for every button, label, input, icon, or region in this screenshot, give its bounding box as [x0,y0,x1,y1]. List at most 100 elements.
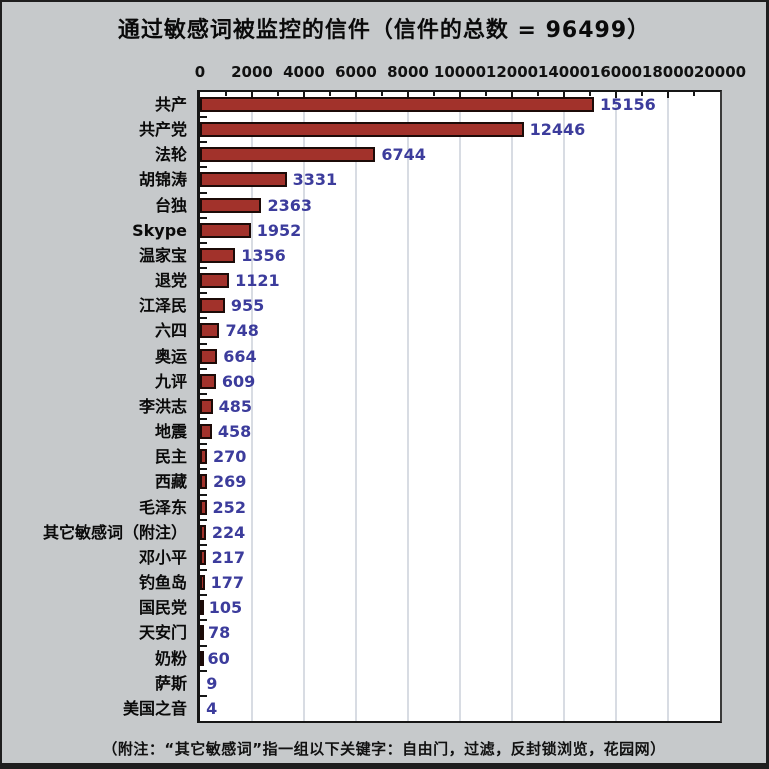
x-axis-tick [381,92,383,96]
bar-value-label: 748 [225,321,259,341]
bar [200,524,206,540]
bar [200,197,261,213]
x-axis-tick [615,92,617,98]
y-axis-category-labels: 共产 共产党 法轮 胡锦涛 台独 Skype 温家宝 退党 江泽民 六四 奥运 九评 李洪志 地震 民主 西藏… [2,92,193,721]
bar-value-label: 4 [206,698,218,718]
x-tick-label: 8000 [387,63,429,81]
category-label: 温家宝 [138,245,187,265]
category-label: 奶粉 [154,648,187,668]
y-axis-tick [200,468,207,471]
gridline [667,92,669,721]
y-axis-tick [200,141,207,144]
category-label: 胡锦涛 [138,170,187,190]
bar-value-label: 224 [211,522,246,542]
x-axis-tick [329,92,331,96]
y-axis-tick [200,418,207,421]
bar-value-label: 664 [223,346,257,366]
x-axis-tick [641,92,643,96]
y-axis-tick [200,694,207,697]
bar-value-label: 955 [230,296,265,316]
bar-value-label: 252 [212,497,246,517]
bar [200,575,205,591]
bar-value-label: 1356 [241,245,286,265]
x-axis-tick [563,92,565,98]
y-axis-tick [200,241,207,244]
bar-value-label: 1121 [235,271,280,291]
y-axis-tick [200,569,207,572]
x-axis-tick [225,92,227,96]
x-axis-tick [485,92,487,96]
category-label: 江泽民 [138,296,187,316]
x-axis-tick-labels: 0 2000 4000 6000 8000 10000 12000 14000 16000 180… [2,63,766,83]
category-label: 六四 [154,321,187,341]
bar-value-label: 269 [212,472,247,492]
y-axis-tick [200,443,207,446]
x-axis-tick [589,92,591,96]
bar-value-label: 458 [217,422,252,442]
x-axis-tick [303,92,305,98]
bar-value-label: 177 [210,573,244,593]
bar-value-label: 78 [208,623,231,643]
category-label: 共产党 [138,120,187,140]
bar-value-label: 217 [211,547,246,567]
bar [200,147,375,163]
y-axis-tick [200,166,207,169]
bar-value-label: 485 [218,396,253,416]
x-tick-label: 16000 [589,63,643,81]
category-label: 其它敏感词（附注） [42,522,187,542]
bar-value-label: 9 [206,673,218,693]
bar [200,474,207,490]
y-axis-tick [200,292,207,295]
bar-value-label: 2363 [267,195,312,215]
category-label: 李洪志 [138,396,187,416]
y-axis-tick [200,619,207,622]
x-axis-tick [459,92,461,98]
category-label: 邓小平 [138,547,187,567]
bar-value-label: 15156 [600,95,656,114]
gridline [615,92,617,721]
y-axis-tick [200,543,207,546]
bar [200,424,212,440]
bar [200,247,235,263]
y-axis-tick [200,191,207,194]
category-label: 共产 [154,95,187,114]
gridline [407,92,409,721]
gridline [511,92,513,721]
bar-value-label: 609 [221,371,256,391]
x-axis-tick [537,92,539,96]
bar [200,600,204,616]
category-label: 台独 [154,195,187,215]
x-axis-tick [433,92,435,96]
x-axis-tick [667,92,669,98]
category-label: 天安门 [138,623,187,643]
y-axis-tick [200,669,207,672]
x-tick-label: 6000 [335,63,377,81]
bar [200,172,287,188]
y-axis-tick [200,267,207,270]
gridline [355,92,357,721]
bar-value-label: 6744 [381,145,426,165]
category-label: Skype [132,220,187,240]
bar-value-label: 3331 [292,170,338,190]
bar [200,449,207,465]
gridline [303,92,305,721]
x-tick-label: 12000 [485,63,539,81]
y-axis-tick [200,493,207,496]
bar-value-label: 60 [207,648,230,668]
bar [200,273,229,289]
y-axis-tick [200,518,207,521]
bar [200,373,216,389]
bar [200,298,225,314]
category-label: 退党 [154,271,187,291]
gridline [459,92,461,721]
bar [200,348,217,364]
bar [200,625,204,641]
x-tick-label: 0 [194,63,206,81]
x-axis-tick [407,92,409,98]
category-label: 民主 [154,447,187,467]
bar-value-label: 1952 [256,220,302,240]
x-tick-label: 2000 [231,63,273,81]
x-axis-tick [511,92,513,98]
category-label: 毛泽东 [138,497,187,517]
